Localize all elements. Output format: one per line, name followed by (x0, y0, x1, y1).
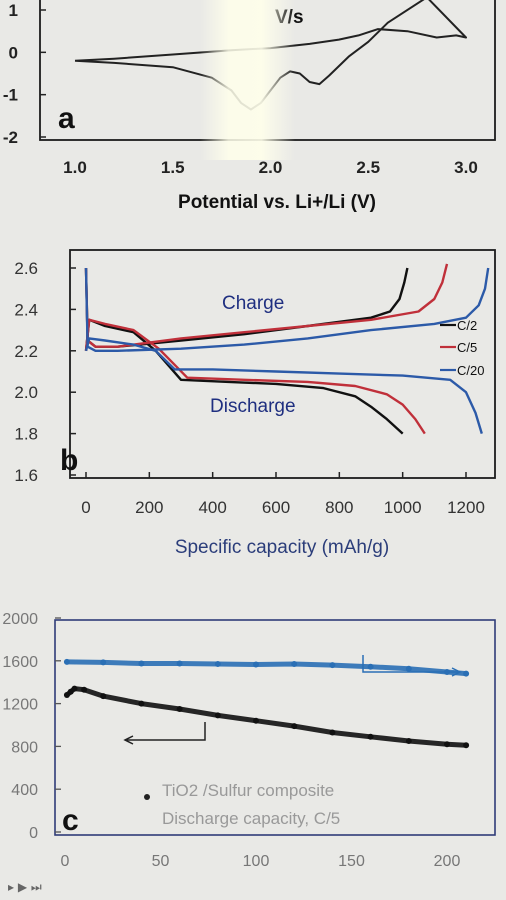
b-ytick-label: 2.4 (14, 300, 38, 319)
panel-b-xlabel: Specific capacity (mAh/g) (175, 537, 389, 558)
viewer-toolbar[interactable]: ▸ ▶ ⏭ (8, 880, 42, 894)
c-data-point (214, 661, 221, 667)
b-ytick-label: 1.8 (14, 425, 38, 444)
c-data-point (63, 658, 70, 665)
a-cv-curve (74, 0, 467, 111)
panel-a-label: a (58, 102, 75, 135)
a-xtick-label: 1.5 (161, 158, 185, 177)
b-xtick-label: 1200 (447, 498, 485, 517)
c-data-point (405, 665, 412, 672)
b-xtick-label: 1000 (384, 498, 422, 517)
blue-axis-arrow (362, 655, 460, 673)
c-series-band (64, 659, 469, 677)
a-ytick-label: -1 (3, 86, 18, 105)
discharge-annotation: Discharge (210, 396, 296, 417)
c-data-point (367, 733, 374, 740)
b-discharge-curve (84, 318, 404, 435)
c-data-point (71, 685, 78, 692)
c-data-point (444, 741, 450, 748)
c-data-point (329, 729, 336, 736)
c-ytick-label: 2000 (2, 611, 38, 628)
panel-c: 2000 1600 1200 800 400 0 0 50 100 150 200 c TiO2 … (2, 611, 496, 870)
c-data-point (367, 663, 374, 670)
c-data-point (329, 662, 336, 669)
c-xtick-label: 50 (152, 853, 170, 870)
a-xtick-label: 2.5 (356, 158, 380, 177)
b-legend-label: C/20 (457, 363, 484, 378)
c-data-point (100, 693, 107, 700)
panel-a-xlabel: Potential vs. Li+/Li (V) (178, 192, 376, 213)
c-data-point (138, 660, 145, 667)
b-legend-label: C/5 (457, 340, 477, 355)
panel-b-frame (69, 249, 496, 479)
panel-a-annotation: V/s (275, 7, 304, 28)
a-ytick-label: -2 (3, 128, 18, 147)
charge-annotation: Charge (222, 293, 284, 314)
c-xtick-label: 100 (243, 853, 270, 870)
c-data-point (138, 700, 145, 707)
b-xtick-label: 400 (198, 498, 226, 517)
c-data-point (405, 738, 412, 744)
b-xtick-label: 800 (325, 498, 353, 517)
c-data-point (463, 670, 470, 677)
b-charge-curve (84, 267, 490, 352)
c-data-point (291, 723, 298, 730)
b-charge-curve (84, 263, 449, 348)
c-xtick-label: 0 (61, 853, 70, 870)
b-xtick-label: 200 (135, 498, 163, 517)
c-data-point (214, 712, 221, 719)
b-legend-label: C/2 (457, 318, 477, 333)
c-data-point (463, 742, 470, 749)
c-ytick-label: 800 (11, 739, 38, 756)
panel-a: 1 0 -1 -2 1.0 1.5 2.0 2.5 3.0 a V/s Potential v… (3, 0, 496, 213)
c-data-point (81, 686, 88, 693)
a-xtick-label: 3.0 (454, 158, 478, 177)
c-data-point (176, 706, 183, 712)
composite-annotation: TiO2 /Sulfur composite (162, 781, 334, 800)
panel-b: 2.6 2.4 2.2 2.0 1.8 1.6 0 200 400 600 800 1000 1200… (14, 249, 496, 558)
c-data-point (100, 659, 107, 666)
black-axis-arrow (125, 722, 206, 741)
b-discharge-curve (84, 337, 483, 434)
b-ytick-label: 1.6 (14, 466, 38, 485)
c-ytick-label: 400 (11, 782, 38, 799)
a-ytick-label: 1 (9, 1, 18, 20)
a-xtick-label: 1.0 (63, 158, 87, 177)
c-ytick-label: 1600 (2, 654, 38, 671)
c-ytick-label: 1200 (2, 697, 38, 714)
c-data-point (176, 660, 183, 667)
panel-b-label: b (60, 444, 78, 477)
a-xtick-label: 2.0 (259, 158, 283, 177)
b-ytick-label: 2.6 (14, 259, 38, 278)
c-xtick-label: 200 (434, 853, 461, 870)
c-xtick-label: 150 (338, 853, 365, 870)
a-ytick-label: 0 (9, 43, 18, 62)
legend-marker (144, 794, 150, 800)
panel-c-label: c (62, 804, 79, 837)
c-data-point (291, 661, 298, 667)
b-xtick-label: 0 (81, 498, 90, 517)
black-arrow-head (123, 735, 134, 745)
c-ytick-label: 0 (29, 825, 38, 842)
c-series-band (64, 686, 469, 748)
b-xtick-label: 600 (262, 498, 290, 517)
b-ytick-label: 2.2 (14, 342, 38, 361)
panel-a-frame (39, 0, 496, 141)
b-discharge-curve (84, 318, 426, 435)
c-data-point (253, 717, 259, 724)
panel-c-frame (54, 619, 496, 836)
blue-arrow-head (451, 667, 462, 677)
c-data-point (253, 661, 259, 668)
b-ytick-label: 2.0 (14, 383, 38, 402)
discharge-capacity-annotation: Discharge capacity, C/5 (162, 809, 340, 828)
